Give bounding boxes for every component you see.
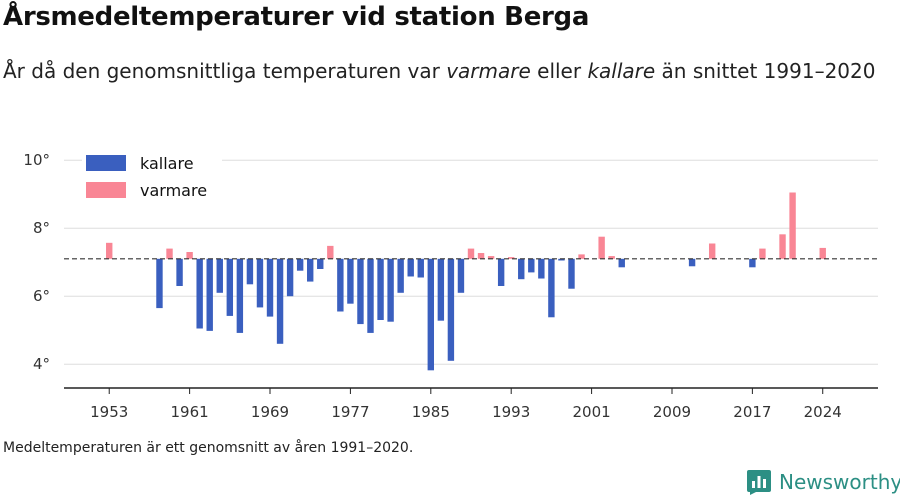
bar-2018 <box>759 248 766 259</box>
bar-1993 <box>507 257 515 259</box>
bar-1997 <box>548 258 555 318</box>
bar-1973 <box>307 258 314 282</box>
brand-name: Newsworthy <box>779 470 900 494</box>
bar-1989 <box>467 248 475 259</box>
bar-1976 <box>337 258 344 312</box>
bar-1961 <box>186 252 193 259</box>
bar-1984 <box>417 258 424 278</box>
x-tick-label: 2009 <box>653 403 691 421</box>
subtitle-warm-word: varmare <box>446 59 531 83</box>
bar-1990 <box>477 253 485 259</box>
bar-2020 <box>779 234 786 259</box>
bar-1978 <box>357 258 364 325</box>
bar-1979 <box>367 258 374 333</box>
footnote: Medeltemperaturen är ett genomsnitt av å… <box>3 440 414 456</box>
bar-1963 <box>206 258 213 331</box>
legend-label-kallare: kallare <box>140 154 194 173</box>
bar-2024 <box>819 247 826 259</box>
bar-2013 <box>708 243 716 259</box>
bar-1982 <box>397 258 404 293</box>
bar-1985 <box>427 258 435 371</box>
bar-2002 <box>598 236 605 259</box>
legend-swatch-kallare <box>86 155 126 171</box>
y-tick-label: 4° <box>33 355 50 373</box>
x-tick-label: 2024 <box>804 403 842 421</box>
chart-subtitle: År då den genomsnittliga temperaturen va… <box>3 56 883 87</box>
bar-1967 <box>246 258 254 285</box>
bar-1996 <box>538 258 545 279</box>
y-tick-label: 6° <box>33 287 50 305</box>
legend-swatch-varmare <box>86 182 126 198</box>
x-tick-label: 1985 <box>412 403 450 421</box>
bar-1987 <box>447 258 455 361</box>
temperature-bar-chart: 4° 6° 8° 10° 1953 1961 1969 1977 1985 1993 2001 200… <box>23 151 878 421</box>
chart-title: Årsmedeltemperaturer vid station Berga <box>3 2 590 32</box>
bar-1960 <box>176 258 183 286</box>
bar-1959 <box>166 248 173 259</box>
x-tick-label: 1953 <box>90 403 128 421</box>
bar-1998 <box>558 258 565 261</box>
bar-1966 <box>236 258 244 333</box>
subtitle-text-1: År då den genomsnittliga temperaturen va… <box>3 59 447 83</box>
bar-1953 <box>106 242 113 259</box>
subtitle-cold-word: kallare <box>587 59 656 83</box>
bar-1977 <box>347 258 354 304</box>
x-tick-label: 2001 <box>572 403 610 421</box>
x-tick-label: 1993 <box>492 403 530 421</box>
x-tick-label: 1969 <box>251 403 289 421</box>
bar-1981 <box>387 258 394 322</box>
bar-2021 <box>789 192 796 259</box>
bar-1983 <box>407 258 414 277</box>
subtitle-text-2: eller <box>530 59 588 83</box>
legend-label-varmare: varmare <box>140 181 207 200</box>
bar-1964 <box>216 258 223 293</box>
bar-1991 <box>487 256 495 259</box>
bar-1992 <box>497 258 505 286</box>
bar-1995 <box>528 258 535 273</box>
bar-1972 <box>296 258 304 271</box>
bar-1958 <box>156 258 163 309</box>
bar-2017 <box>749 258 756 268</box>
x-tick-label: 1977 <box>331 403 369 421</box>
bar-1969 <box>266 258 274 317</box>
bar-1974 <box>317 258 324 269</box>
bar-2000 <box>578 254 585 259</box>
bar-1971 <box>286 258 294 297</box>
y-tick-label: 10° <box>23 151 50 169</box>
bar-1994 <box>518 258 525 280</box>
bar-1980 <box>377 258 384 320</box>
brand[interactable]: Newsworthy <box>746 468 900 496</box>
bar-1965 <box>226 258 234 316</box>
x-tick-label: 2017 <box>733 403 771 421</box>
bar-2011 <box>688 258 696 267</box>
bar-1970 <box>276 258 284 344</box>
subtitle-text-3: än snittet 1991–2020 <box>655 59 876 83</box>
bar-1999 <box>568 258 575 289</box>
bar-1986 <box>437 258 445 321</box>
bar-1975 <box>327 245 334 259</box>
bar-1968 <box>256 258 264 308</box>
bar-1988 <box>457 258 465 293</box>
bar-2003 <box>608 256 615 259</box>
x-tick-label: 1961 <box>171 403 209 421</box>
bar-1962 <box>196 258 203 329</box>
y-tick-label: 8° <box>33 219 50 237</box>
newsworthy-logo-icon <box>747 470 771 495</box>
bar-2004 <box>618 258 625 268</box>
